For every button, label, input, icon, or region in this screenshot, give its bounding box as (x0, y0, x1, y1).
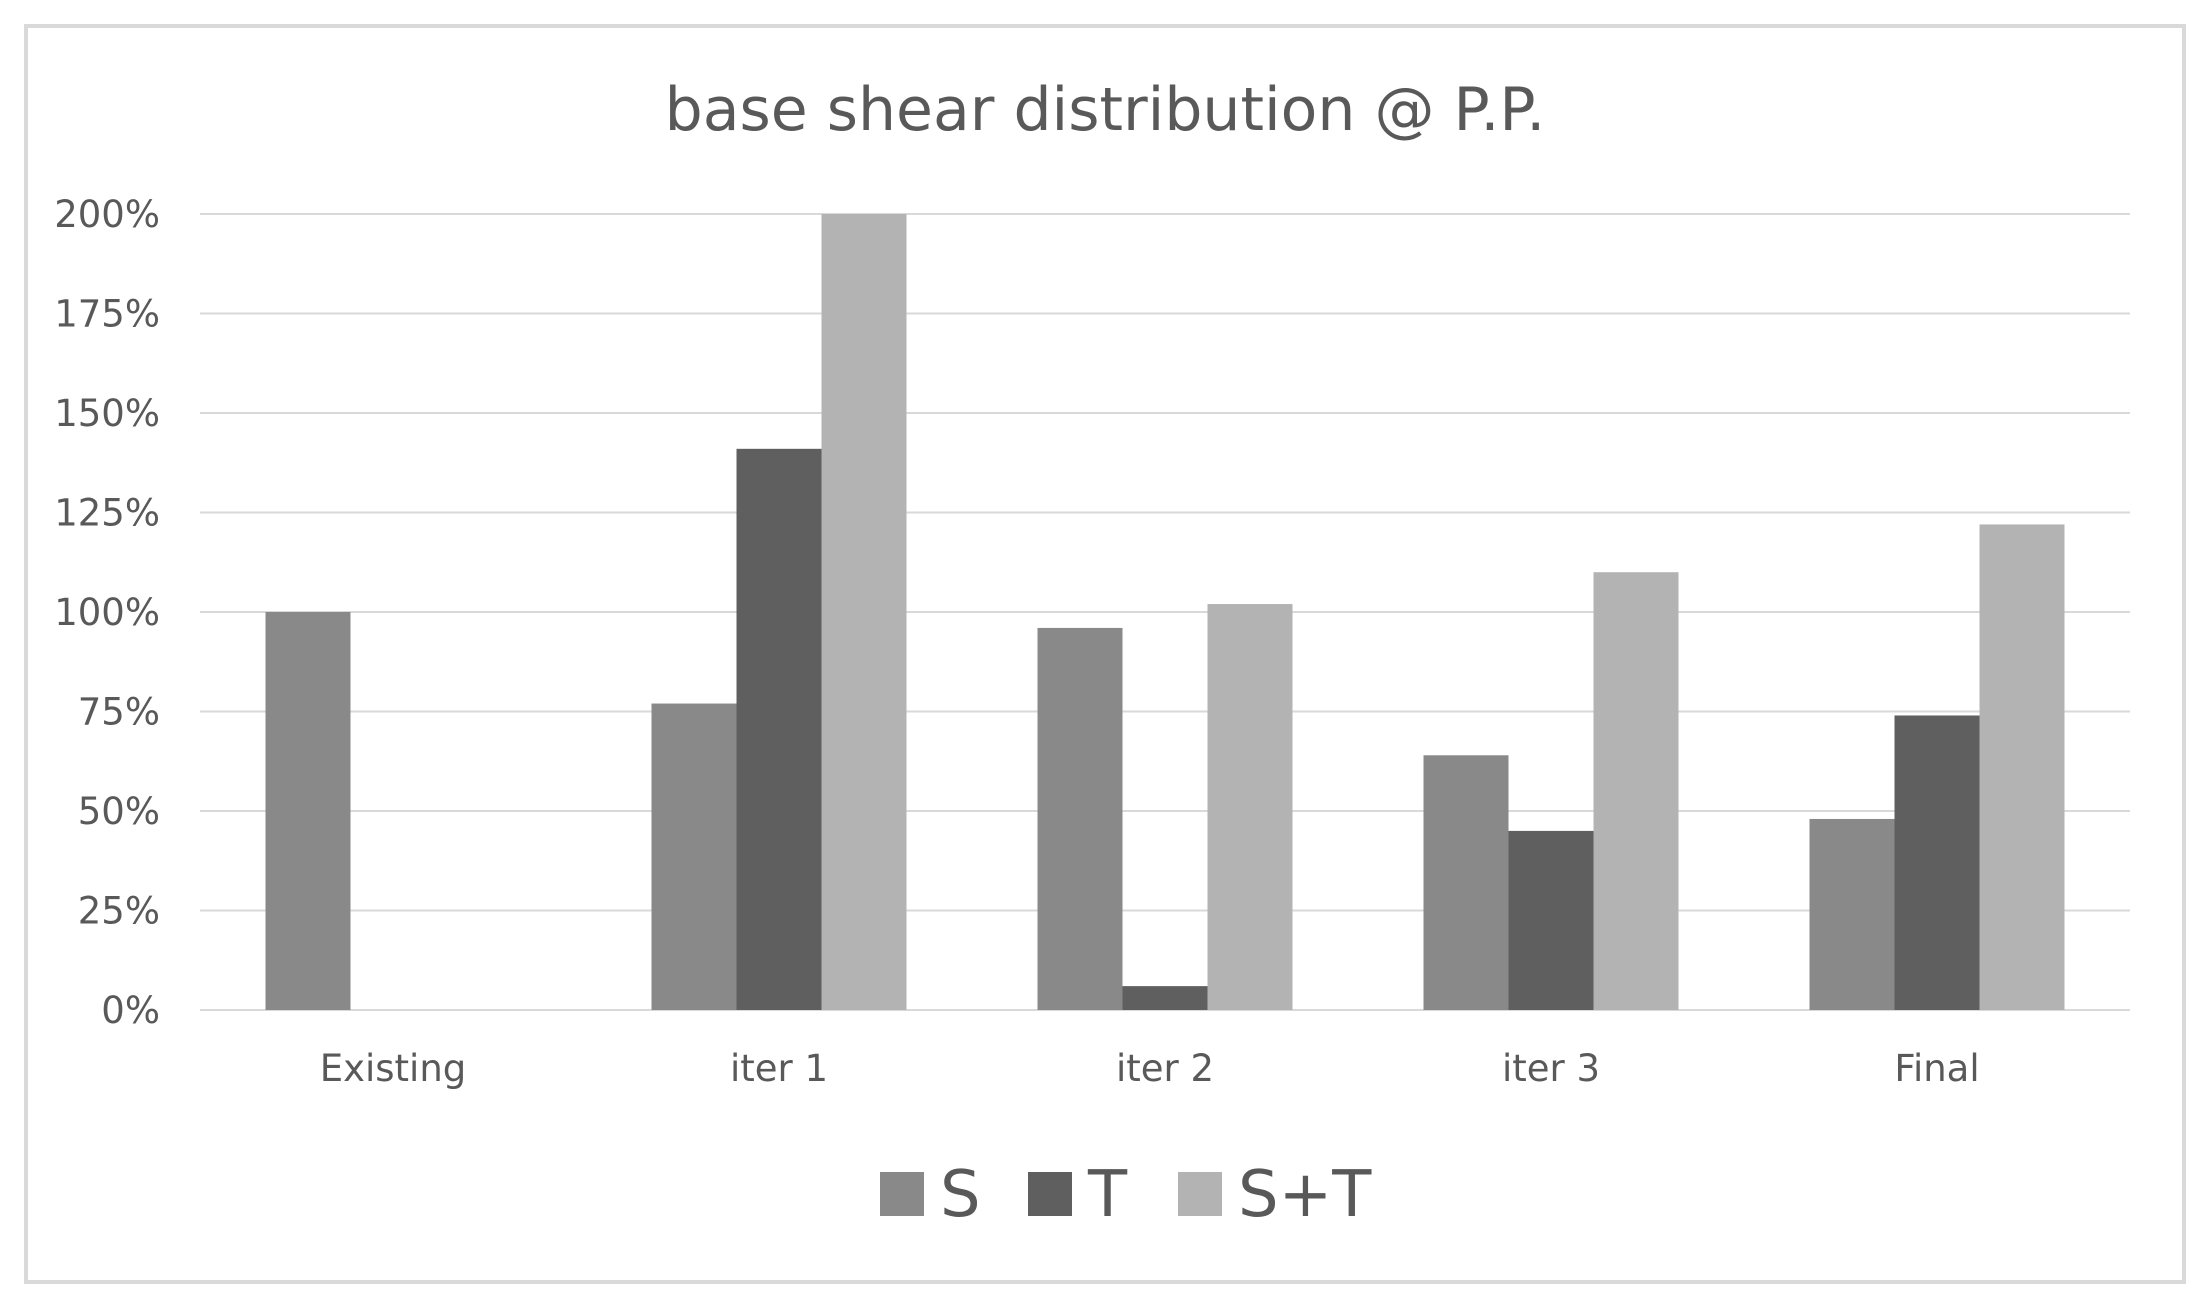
bars (265, 214, 2065, 1010)
x-tick-label: iter 2 (1116, 1047, 1214, 1090)
y-tick-label: 150% (54, 392, 160, 435)
y-tick-label: 125% (54, 492, 160, 535)
bar-t (1894, 715, 1980, 1010)
legend: S T S+T (880, 1158, 1372, 1232)
legend-swatch (880, 1172, 924, 1216)
legend-label: T (1087, 1158, 1128, 1232)
legend-swatch (1028, 1172, 1072, 1216)
chart-title: base shear distribution @ P.P. (665, 75, 1546, 145)
bar-s-plus-t (1207, 604, 1293, 1010)
bar-s (1423, 755, 1509, 1010)
x-tick-label: iter 3 (1502, 1047, 1600, 1090)
bar-s (1809, 818, 1895, 1010)
y-tick-label: 175% (54, 293, 160, 336)
bar-s (1037, 627, 1123, 1010)
bar-s-plus-t (1593, 572, 1679, 1010)
y-tick-label: 200% (54, 193, 160, 236)
bar-t (736, 448, 822, 1010)
y-tick-label: 50% (78, 790, 160, 833)
y-tick-label: 0% (101, 989, 160, 1032)
y-tick-label: 100% (54, 591, 160, 634)
bar-t (1508, 830, 1594, 1010)
x-axis-tick-labels: Existing iter 1 iter 2 iter 3 Final (320, 1047, 1980, 1090)
x-tick-label: Final (1894, 1047, 1979, 1090)
y-axis-tick-labels: 0% 25% 50% 75% 100% 125% 150% 175% 200% (54, 193, 160, 1032)
bar-s-plus-t (1979, 524, 2065, 1010)
legend-label: S+T (1238, 1158, 1372, 1232)
x-tick-label: iter 1 (730, 1047, 828, 1090)
gridlines (200, 213, 2130, 1011)
legend-label: S (940, 1158, 981, 1232)
bar-s (265, 612, 351, 1010)
bar-t (1122, 986, 1208, 1010)
legend-swatch (1178, 1172, 1222, 1216)
y-tick-label: 75% (78, 691, 160, 734)
y-tick-label: 25% (78, 890, 160, 933)
bar-s (651, 703, 737, 1010)
bar-s-plus-t (821, 214, 907, 1010)
x-tick-label: Existing (320, 1047, 467, 1090)
